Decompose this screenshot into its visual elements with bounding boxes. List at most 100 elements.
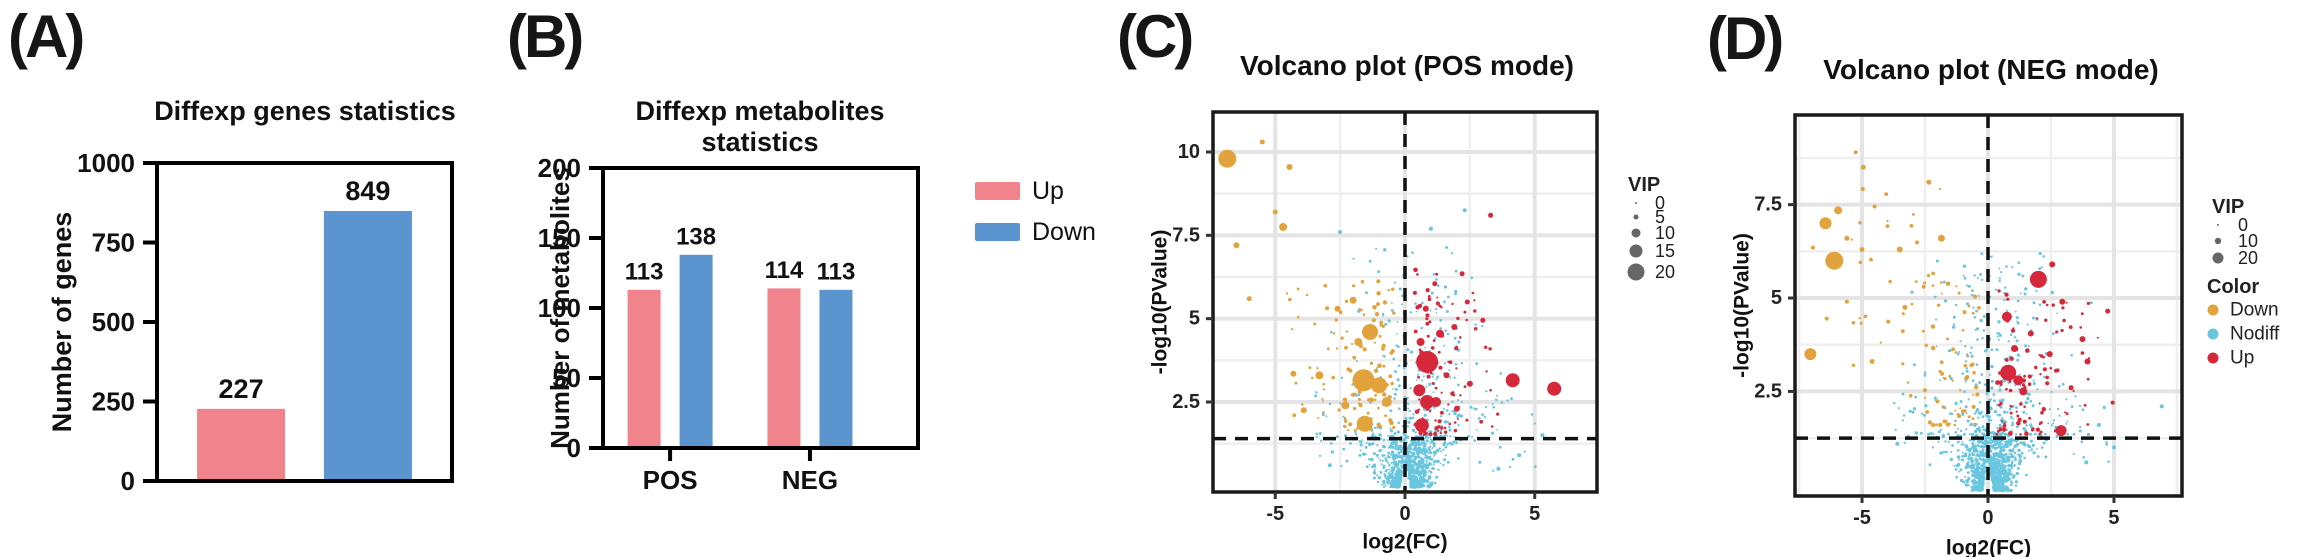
- data-point: [1948, 374, 1952, 378]
- data-point: [1991, 462, 1995, 466]
- data-point: [2004, 286, 2007, 289]
- color-legend-dot-down: [2207, 304, 2219, 316]
- data-point: [1429, 442, 1432, 444]
- data-point: [1920, 412, 1923, 415]
- vip-legend-value: 20: [1655, 262, 1675, 282]
- panel-c: (C) Volcano plot (POS mode) 2.5 5 7.5 10 -5 0…: [1115, 0, 1700, 557]
- data-point: [1428, 432, 1433, 437]
- data-point: [2042, 441, 2046, 445]
- data-point: [2016, 299, 2020, 303]
- data-point: [1924, 404, 1928, 408]
- data-point: [1938, 187, 1942, 191]
- data-point: [1390, 469, 1393, 473]
- data-point: [1376, 444, 1379, 447]
- data-point: [1453, 421, 1457, 424]
- color-legend-dot-up: [2207, 352, 2219, 364]
- data-point: [1406, 468, 1409, 472]
- data-point: [2016, 358, 2020, 362]
- data-point: [1330, 442, 1333, 445]
- data-point: [1997, 454, 2001, 458]
- data-point: [2044, 432, 2047, 436]
- data-point: [1418, 477, 1421, 480]
- data-point: [1336, 347, 1339, 350]
- data-point: [1393, 481, 1397, 485]
- data-point: [1393, 397, 1396, 400]
- data-point: [1428, 226, 1433, 231]
- vip-legend-title: VIP: [1628, 174, 1660, 196]
- data-point: [1824, 316, 1829, 321]
- data-point: [2010, 328, 2016, 333]
- data-point: [2010, 453, 2013, 456]
- data-point: [2084, 460, 2089, 465]
- data-point: [2082, 456, 2085, 459]
- data-point: [1914, 280, 1918, 283]
- data-point: [1990, 468, 1993, 471]
- data-point: [2010, 480, 2013, 483]
- data-point: [1980, 252, 1984, 256]
- data-point: [1370, 428, 1373, 432]
- data-point: [1953, 423, 1957, 427]
- data-point: [1996, 427, 1999, 430]
- data-point: [2110, 400, 2115, 405]
- data-point: [1979, 450, 1983, 454]
- data-point: [1407, 403, 1410, 406]
- data-point: [1344, 299, 1349, 303]
- data-point: [1932, 433, 1935, 436]
- data-point: [1975, 427, 1978, 430]
- data-point: [2049, 366, 2052, 370]
- data-point: [1997, 289, 2001, 293]
- data-point: [1433, 481, 1437, 485]
- data-point: [1869, 359, 1875, 364]
- x-tick-label: -5: [1266, 503, 1284, 525]
- data-point: [1995, 433, 1999, 436]
- x-axis-title: log2(FC): [1362, 531, 1447, 554]
- panel-b-label: (B): [507, 3, 584, 70]
- data-point: [1385, 459, 1388, 462]
- data-point: [1325, 415, 1328, 418]
- data-point: [2020, 451, 2024, 455]
- data-point: [1990, 379, 1994, 383]
- data-point: [1976, 453, 1980, 457]
- x-tick-label: NEG: [782, 465, 838, 495]
- data-point: [2011, 345, 2018, 352]
- data-point: [1933, 396, 1937, 400]
- data-point: [1453, 435, 1455, 438]
- data-point: [2026, 396, 2030, 401]
- data-point: [1410, 483, 1413, 486]
- data-point: [1977, 306, 1981, 310]
- data-point: [1397, 460, 1401, 464]
- data-point: [1429, 436, 1432, 438]
- data-point: [1398, 407, 1401, 411]
- data-point: [1322, 388, 1325, 391]
- data-point: [1993, 471, 1996, 474]
- bar-value-label: 114: [765, 257, 804, 284]
- data-point: [1439, 429, 1443, 433]
- data-point: [2010, 448, 2015, 453]
- data-point: [1995, 446, 1999, 449]
- data-point: [1921, 284, 1926, 289]
- data-point: [1970, 432, 1975, 436]
- data-point: [1375, 367, 1378, 369]
- data-point: [1484, 345, 1488, 349]
- data-point: [2031, 404, 2035, 408]
- data-point: [1976, 338, 1979, 341]
- panel-a-title: Diffexp genes statistics: [154, 96, 456, 126]
- data-point: [1429, 463, 1432, 466]
- vip-legend-dot: [2217, 224, 2219, 226]
- data-point: [2015, 471, 2019, 476]
- data-point: [1491, 403, 1494, 406]
- data-point: [1344, 434, 1347, 438]
- diff-scatter-points: [1804, 150, 2115, 437]
- data-point: [1395, 463, 1398, 467]
- data-point: [1984, 439, 1988, 443]
- data-point: [1907, 381, 1910, 384]
- data-point: [1959, 468, 1963, 472]
- data-point: [1970, 486, 1973, 489]
- data-point: [1910, 302, 1914, 306]
- data-point: [2045, 303, 2049, 307]
- data-point: [1440, 410, 1444, 415]
- data-point: [1389, 434, 1392, 438]
- data-point: [1888, 279, 1892, 284]
- data-point: [1954, 431, 1958, 434]
- data-point: [1996, 489, 1999, 492]
